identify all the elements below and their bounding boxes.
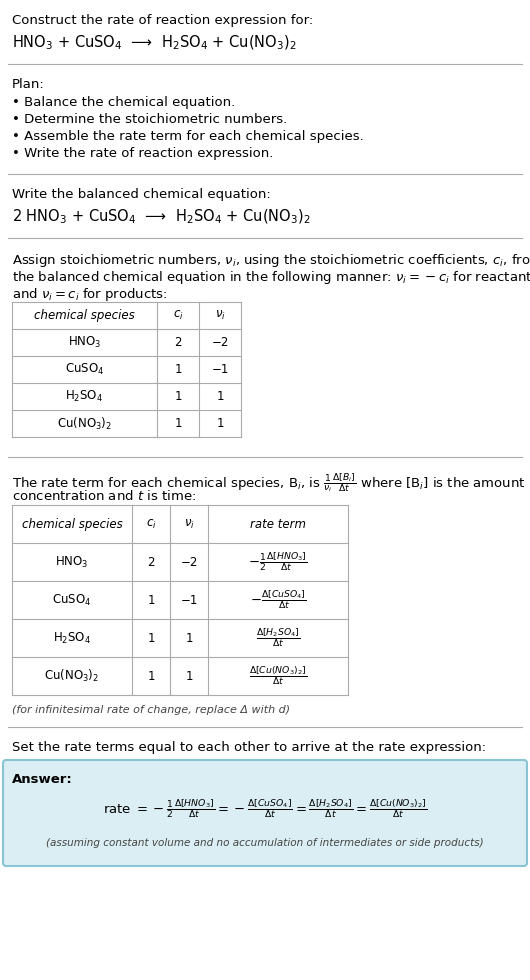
Text: Assign stoichiometric numbers, $\nu_i$, using the stoichiometric coefficients, $: Assign stoichiometric numbers, $\nu_i$, …: [12, 252, 530, 269]
Text: −1: −1: [211, 363, 228, 376]
Text: 1: 1: [147, 669, 155, 682]
Text: Cu(NO$_3$)$_2$: Cu(NO$_3$)$_2$: [57, 416, 112, 431]
Text: chemical species: chemical species: [34, 309, 135, 322]
Text: Answer:: Answer:: [12, 773, 73, 786]
Text: H$_2$SO$_4$: H$_2$SO$_4$: [65, 389, 103, 404]
Text: (assuming constant volume and no accumulation of intermediates or side products): (assuming constant volume and no accumul…: [46, 838, 484, 848]
Text: (for infinitesimal rate of change, replace Δ with d): (for infinitesimal rate of change, repla…: [12, 705, 290, 715]
Text: Set the rate terms equal to each other to arrive at the rate expression:: Set the rate terms equal to each other t…: [12, 741, 486, 754]
Text: $\nu_i$: $\nu_i$: [183, 517, 195, 530]
Text: Plan:: Plan:: [12, 78, 45, 91]
Text: 1: 1: [216, 390, 224, 403]
Text: 1: 1: [147, 631, 155, 645]
Text: −2: −2: [211, 336, 228, 349]
Text: HNO$_3$: HNO$_3$: [68, 335, 101, 350]
Text: $\frac{\Delta[H_2SO_4]}{\Delta t}$: $\frac{\Delta[H_2SO_4]}{\Delta t}$: [256, 626, 301, 650]
Text: Write the balanced chemical equation:: Write the balanced chemical equation:: [12, 188, 271, 201]
Text: rate term: rate term: [250, 517, 306, 530]
Text: the balanced chemical equation in the following manner: $\nu_i = -c_i$ for react: the balanced chemical equation in the fo…: [12, 269, 530, 286]
Text: 1: 1: [216, 417, 224, 430]
Text: rate $= -\frac{1}{2}\frac{\Delta[HNO_3]}{\Delta t} = -\frac{\Delta[CuSO_4]}{\Del: rate $= -\frac{1}{2}\frac{\Delta[HNO_3]}…: [103, 798, 427, 820]
Text: −2: −2: [180, 556, 198, 568]
Text: 1: 1: [186, 631, 193, 645]
Text: $c_i$: $c_i$: [146, 517, 156, 530]
Text: 2 HNO$_3$ + CuSO$_4$  ⟶  H$_2$SO$_4$ + Cu(NO$_3$)$_2$: 2 HNO$_3$ + CuSO$_4$ ⟶ H$_2$SO$_4$ + Cu(…: [12, 208, 311, 226]
Text: concentration and $t$ is time:: concentration and $t$ is time:: [12, 489, 196, 503]
Text: $-\frac{\Delta[CuSO_4]}{\Delta t}$: $-\frac{\Delta[CuSO_4]}{\Delta t}$: [250, 589, 306, 612]
Text: CuSO$_4$: CuSO$_4$: [65, 362, 104, 377]
Text: 2: 2: [147, 556, 155, 568]
Text: $-\frac{1}{2}\frac{\Delta[HNO_3]}{\Delta t}$: $-\frac{1}{2}\frac{\Delta[HNO_3]}{\Delta…: [248, 551, 308, 573]
Text: • Write the rate of reaction expression.: • Write the rate of reaction expression.: [12, 147, 273, 160]
Text: $\nu_i$: $\nu_i$: [215, 309, 225, 322]
Text: • Determine the stoichiometric numbers.: • Determine the stoichiometric numbers.: [12, 113, 287, 126]
Text: 1: 1: [174, 363, 182, 376]
Text: H$_2$SO$_4$: H$_2$SO$_4$: [53, 630, 91, 646]
Text: 1: 1: [174, 417, 182, 430]
Text: 2: 2: [174, 336, 182, 349]
Text: • Assemble the rate term for each chemical species.: • Assemble the rate term for each chemic…: [12, 130, 364, 143]
Text: HNO$_3$ + CuSO$_4$  ⟶  H$_2$SO$_4$ + Cu(NO$_3$)$_2$: HNO$_3$ + CuSO$_4$ ⟶ H$_2$SO$_4$ + Cu(NO…: [12, 34, 297, 52]
Text: chemical species: chemical species: [22, 517, 122, 530]
Text: CuSO$_4$: CuSO$_4$: [52, 593, 92, 608]
Text: $\frac{\Delta[Cu(NO_3)_2]}{\Delta t}$: $\frac{\Delta[Cu(NO_3)_2]}{\Delta t}$: [249, 664, 307, 687]
Text: and $\nu_i = c_i$ for products:: and $\nu_i = c_i$ for products:: [12, 286, 167, 303]
Text: 1: 1: [186, 669, 193, 682]
FancyBboxPatch shape: [3, 760, 527, 866]
Text: Cu(NO$_3$)$_2$: Cu(NO$_3$)$_2$: [45, 668, 100, 684]
Text: 1: 1: [174, 390, 182, 403]
Text: Construct the rate of reaction expression for:: Construct the rate of reaction expressio…: [12, 14, 313, 27]
Text: −1: −1: [180, 594, 198, 607]
Text: • Balance the chemical equation.: • Balance the chemical equation.: [12, 96, 235, 109]
Text: 1: 1: [147, 594, 155, 607]
Text: HNO$_3$: HNO$_3$: [55, 555, 89, 569]
Text: $c_i$: $c_i$: [173, 309, 183, 322]
Text: The rate term for each chemical species, B$_i$, is $\frac{1}{\nu_i}\frac{\Delta[: The rate term for each chemical species,…: [12, 471, 526, 494]
